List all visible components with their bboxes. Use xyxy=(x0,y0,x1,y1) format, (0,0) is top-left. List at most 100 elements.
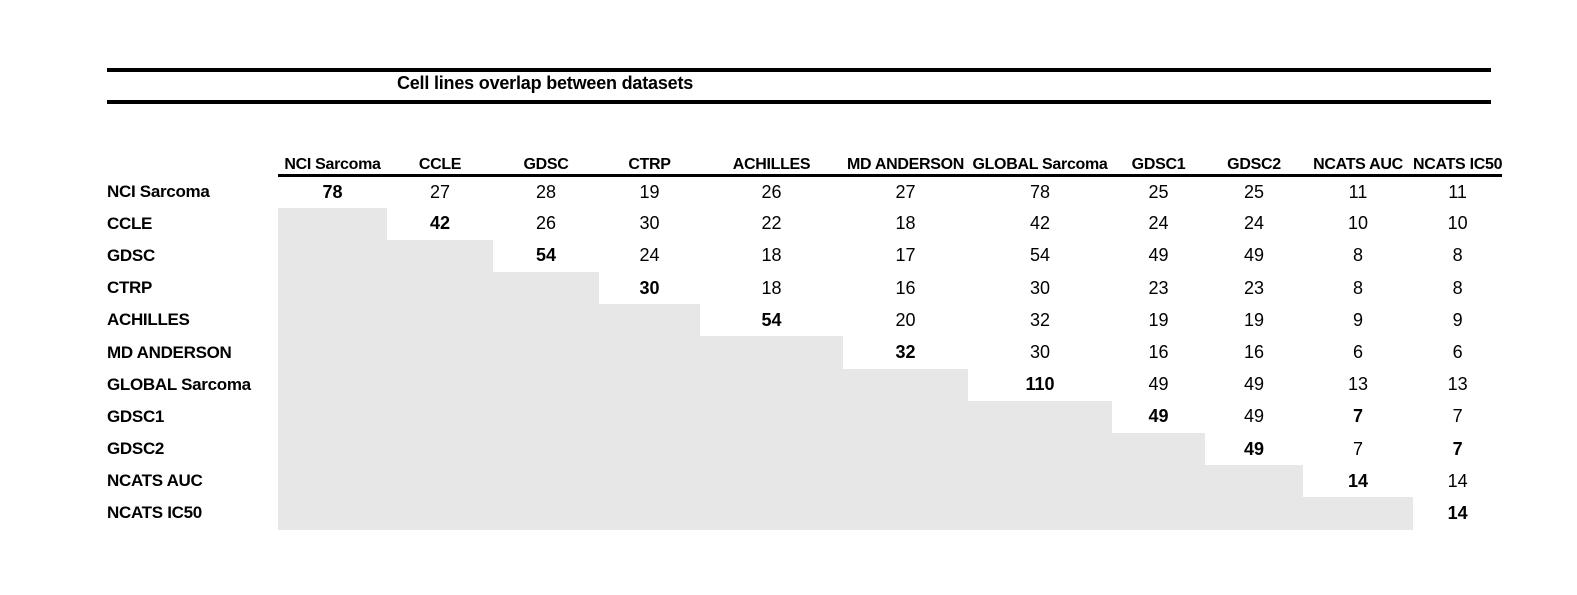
matrix-cell xyxy=(1205,497,1303,530)
matrix-cell xyxy=(278,336,387,369)
row-header: ACHILLES xyxy=(107,310,190,330)
matrix-cell xyxy=(278,272,387,305)
matrix-cell: 30 xyxy=(639,277,660,298)
matrix-cell: 8 xyxy=(1352,245,1363,266)
matrix-cell xyxy=(843,497,968,530)
matrix-cell: 20 xyxy=(895,309,916,330)
table-row: CTRP 30 18 16 30 23 23 8 8 xyxy=(107,272,1502,305)
matrix-cell xyxy=(1112,497,1205,530)
column-header: NCI Sarcoma xyxy=(278,134,387,177)
matrix-cell xyxy=(387,433,493,466)
matrix-cell: 30 xyxy=(1029,342,1051,363)
matrix-cell xyxy=(1303,497,1413,530)
mid-rule xyxy=(107,100,1491,104)
matrix-cell: 78 xyxy=(322,181,343,202)
matrix-cell: 7 xyxy=(1452,438,1463,459)
matrix-cell xyxy=(599,304,700,337)
column-header: GDSC2 xyxy=(1205,134,1303,177)
matrix-cell xyxy=(493,304,599,337)
matrix-cell xyxy=(493,433,599,466)
row-header: NCATS IC50 xyxy=(107,503,202,523)
matrix-cell: 28 xyxy=(535,181,557,202)
matrix-cell xyxy=(493,272,599,305)
matrix-cell xyxy=(700,400,843,433)
matrix-cell: 27 xyxy=(429,181,451,202)
matrix-cell: 24 xyxy=(1148,213,1169,234)
matrix-cell: 19 xyxy=(1148,309,1169,330)
matrix-cell: 7 xyxy=(1352,406,1363,427)
matrix-cell: 14 xyxy=(1447,502,1468,523)
corner-cell xyxy=(107,134,278,176)
column-header: GDSC xyxy=(493,134,599,177)
matrix-cell: 13 xyxy=(1447,374,1468,395)
row-header: CCLE xyxy=(107,213,153,233)
matrix-cell: 9 xyxy=(1352,309,1363,330)
column-header: NCATS IC50 xyxy=(1413,134,1502,177)
matrix-cell: 14 xyxy=(1347,470,1369,491)
matrix-cell xyxy=(278,497,387,530)
table-row: NCATS AUC 14 14 xyxy=(107,465,1502,498)
matrix-cell xyxy=(278,368,387,401)
matrix-cell xyxy=(278,400,387,433)
matrix-cell xyxy=(278,304,387,337)
matrix-cell: 22 xyxy=(761,213,782,234)
column-header: ACHILLES xyxy=(700,134,843,177)
matrix-cell xyxy=(599,465,700,498)
row-header: GLOBAL Sarcoma xyxy=(107,374,251,394)
matrix-cell: 32 xyxy=(895,342,916,363)
matrix-cell xyxy=(599,336,700,369)
matrix-cell: 49 xyxy=(1243,245,1265,266)
matrix-cell: 10 xyxy=(1347,213,1369,234)
column-header: CCLE xyxy=(387,134,493,177)
row-header: CTRP xyxy=(107,278,153,298)
matrix-cell xyxy=(387,239,493,273)
matrix-cell xyxy=(599,497,700,530)
matrix-cell xyxy=(387,272,493,305)
matrix-cell: 42 xyxy=(429,213,451,234)
matrix-cell: 110 xyxy=(1025,374,1055,395)
matrix-cell: 9 xyxy=(1452,309,1463,330)
table-row: GDSC1 49 49 7 7 xyxy=(107,400,1502,433)
matrix-cell: 19 xyxy=(639,181,660,202)
matrix-cell: 32 xyxy=(1029,309,1051,330)
matrix-cell xyxy=(387,465,493,498)
matrix-cell: 49 xyxy=(1148,406,1169,427)
matrix-cell xyxy=(387,304,493,337)
matrix-cell xyxy=(493,497,599,530)
matrix-cell: 8 xyxy=(1452,245,1463,266)
matrix-cell: 16 xyxy=(895,277,916,298)
row-header: GDSC xyxy=(107,245,155,265)
matrix-cell: 24 xyxy=(639,245,660,266)
matrix-cell xyxy=(387,400,493,433)
header-row: NCI Sarcoma CCLE GDSC CTRP ACHILLES MD ANDERS… xyxy=(107,134,1502,177)
matrix-cell xyxy=(278,239,387,273)
matrix-cell xyxy=(1112,433,1205,466)
column-header: GLOBAL Sarcoma xyxy=(968,134,1112,177)
table-row: GDSC2 49 7 7 xyxy=(107,433,1502,466)
table-row: CCLE 42 26 30 22 18 42 24 24 10 10 xyxy=(107,207,1502,240)
matrix-cell xyxy=(700,336,843,369)
matrix-cell xyxy=(968,433,1112,466)
matrix-cell: 25 xyxy=(1243,181,1265,202)
matrix-cell xyxy=(700,497,843,530)
matrix-cell: 30 xyxy=(1029,277,1051,298)
table-row: GLOBAL Sarcoma 110 49 49 13 13 xyxy=(107,368,1502,401)
matrix-cell: 6 xyxy=(1452,342,1463,363)
overlap-table: NCI Sarcoma CCLE GDSC CTRP ACHILLES MD ANDERS… xyxy=(107,134,1502,530)
matrix-cell: 7 xyxy=(1352,438,1363,459)
matrix-cell xyxy=(700,368,843,401)
matrix-cell xyxy=(843,433,968,466)
matrix-cell xyxy=(599,368,700,401)
matrix-cell: 24 xyxy=(1243,213,1265,234)
matrix-cell: 49 xyxy=(1243,374,1265,395)
table-row: NCI Sarcoma 78 27 28 19 26 27 78 25 25 11 11 xyxy=(107,176,1502,208)
matrix-cell: 11 xyxy=(1348,181,1368,202)
matrix-cell xyxy=(278,433,387,466)
matrix-cell xyxy=(493,336,599,369)
matrix-cell: 6 xyxy=(1352,342,1363,363)
top-rule xyxy=(107,68,1491,72)
matrix-cell: 30 xyxy=(639,213,660,234)
table-row: MD ANDERSON 32 30 16 16 6 6 xyxy=(107,336,1502,369)
matrix-cell xyxy=(493,400,599,433)
matrix-cell: 18 xyxy=(761,277,782,298)
